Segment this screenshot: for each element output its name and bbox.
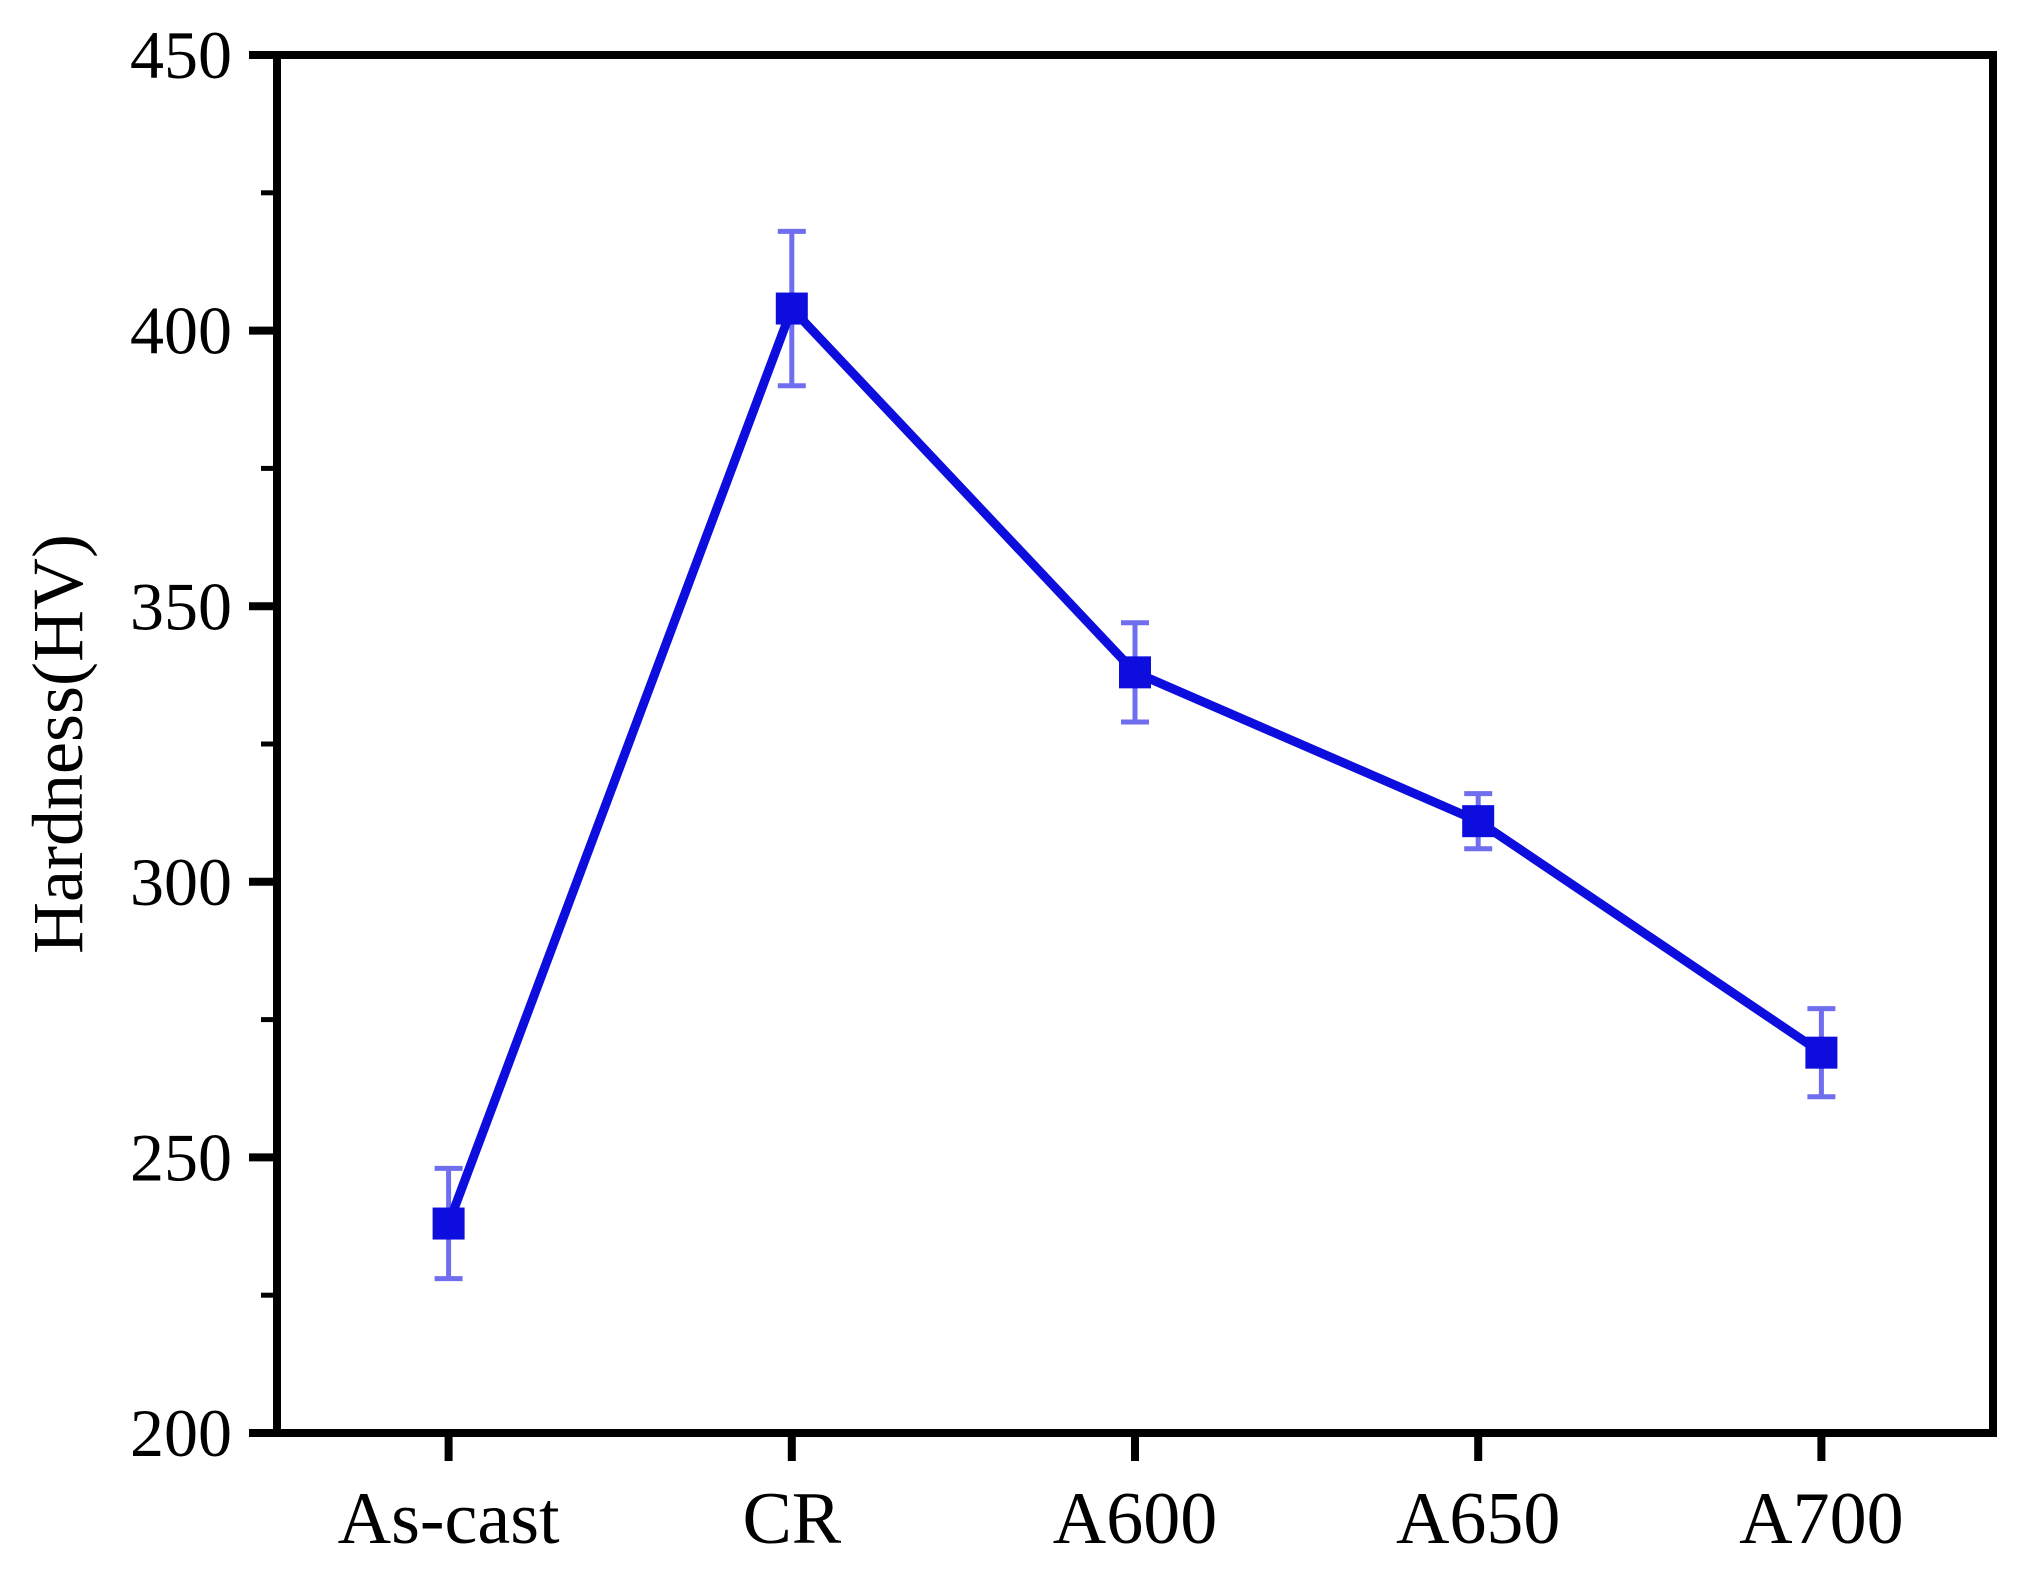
y-tick-label-200: 200 [130,1395,232,1471]
y-axis-title: Hardness(HV) [18,534,98,954]
y-tick-label-250: 250 [130,1120,232,1196]
y-tick-label-300: 300 [130,844,232,920]
x-tick-label-a600: A600 [1053,1478,1217,1560]
y-tick-label-400: 400 [130,293,232,369]
x-tick-label-a650: A650 [1396,1478,1560,1560]
x-tick-label-a700: A700 [1739,1478,1903,1560]
data-point-a600 [1119,656,1151,689]
y-tick-label-350: 350 [130,568,232,644]
data-point-a650 [1462,805,1495,838]
data-point-a700 [1805,1036,1838,1069]
y-tick-label-450: 450 [130,17,232,93]
x-tick-label-as-cast: As-cast [338,1478,560,1560]
data-point-cr [775,292,808,325]
x-tick-label-cr: CR [742,1478,841,1560]
data-point-as-cast [432,1207,465,1240]
plot-frame [273,51,1997,1437]
